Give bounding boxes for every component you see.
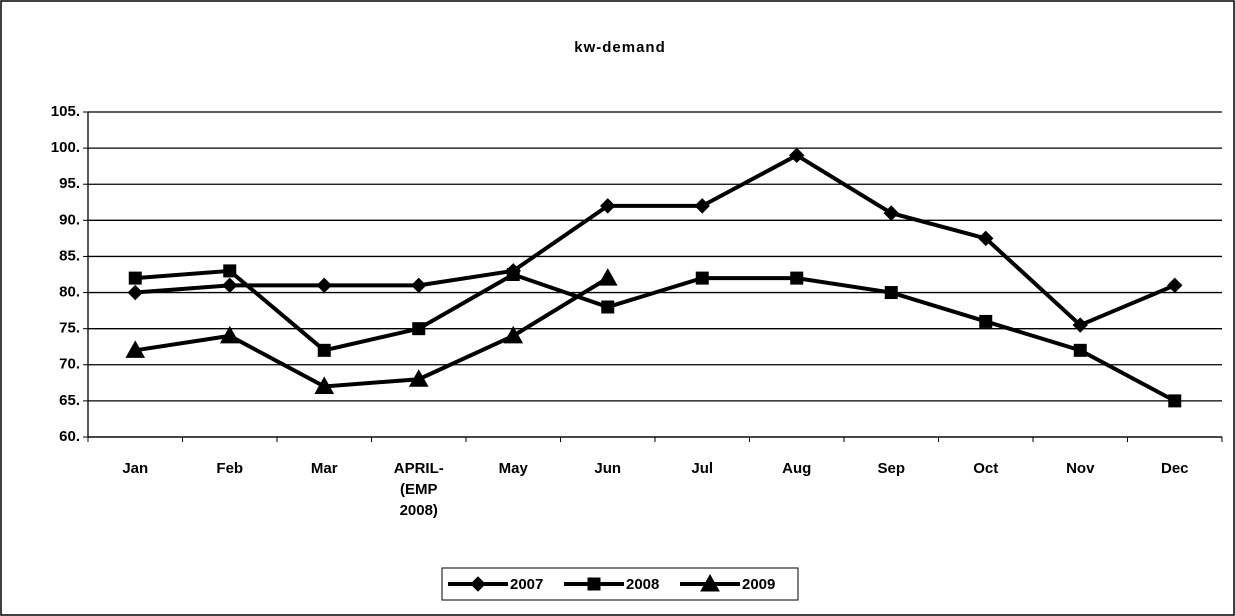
x-tick-label: Nov <box>1066 460 1095 477</box>
series-line <box>135 153 1176 328</box>
marker <box>1168 394 1182 408</box>
x-tick-label: Aug <box>782 460 812 477</box>
marker <box>1073 343 1087 357</box>
x-tick-label: APRIL- (EMP 2008) <box>393 460 444 519</box>
marker <box>412 322 426 336</box>
y-tick-label: 80. <box>59 284 80 301</box>
marker <box>790 271 804 285</box>
marker <box>694 198 710 214</box>
marker <box>219 325 240 344</box>
marker <box>411 277 427 294</box>
marker <box>587 577 601 591</box>
y-tick-label: 95. <box>59 175 80 192</box>
y-tick-label: 105. <box>51 103 80 120</box>
x-tick-label: Feb <box>216 460 244 477</box>
marker <box>1072 317 1088 333</box>
marker <box>1167 277 1183 294</box>
x-tick-label: Jun <box>594 460 622 477</box>
x-tick-label: May <box>498 460 528 477</box>
x-tick-label: Oct <box>973 460 999 477</box>
marker <box>503 325 524 344</box>
marker <box>128 271 142 285</box>
x-tick-label: Sep <box>877 460 905 477</box>
marker <box>316 277 332 294</box>
marker <box>600 198 616 214</box>
marker <box>223 264 237 278</box>
marker <box>789 147 805 164</box>
y-tick-label: 75. <box>59 320 80 337</box>
y-tick-label: 90. <box>59 211 80 228</box>
y-tick-label: 85. <box>59 247 80 264</box>
y-tick-label: 100. <box>51 139 80 156</box>
marker <box>314 376 335 394</box>
x-tick-label: Jan <box>122 460 149 477</box>
marker <box>597 268 618 286</box>
marker <box>506 268 520 281</box>
x-tick-label: Jul <box>691 460 714 477</box>
marker <box>127 284 143 301</box>
marker <box>700 573 720 592</box>
marker <box>222 277 238 294</box>
marker <box>408 369 429 387</box>
x-tick-label: Dec <box>1160 460 1189 477</box>
marker <box>884 286 898 300</box>
marker <box>125 340 146 358</box>
legend-label: 2007 <box>510 576 543 593</box>
x-tick-label: Mar <box>310 460 338 477</box>
series-line <box>135 268 1176 403</box>
legend-label: 2009 <box>742 576 775 593</box>
chart-title: kw-demand <box>574 39 666 56</box>
marker <box>883 205 899 221</box>
marker <box>978 230 994 247</box>
legend-label: 2008 <box>626 576 659 593</box>
series-line <box>134 276 609 389</box>
marker <box>601 300 615 314</box>
marker <box>317 343 331 357</box>
y-tick-label: 70. <box>59 356 80 373</box>
marker <box>695 271 709 285</box>
y-tick-label: 60. <box>59 428 80 445</box>
marker <box>979 314 993 328</box>
marker <box>470 576 486 592</box>
y-tick-label: 65. <box>59 392 80 409</box>
